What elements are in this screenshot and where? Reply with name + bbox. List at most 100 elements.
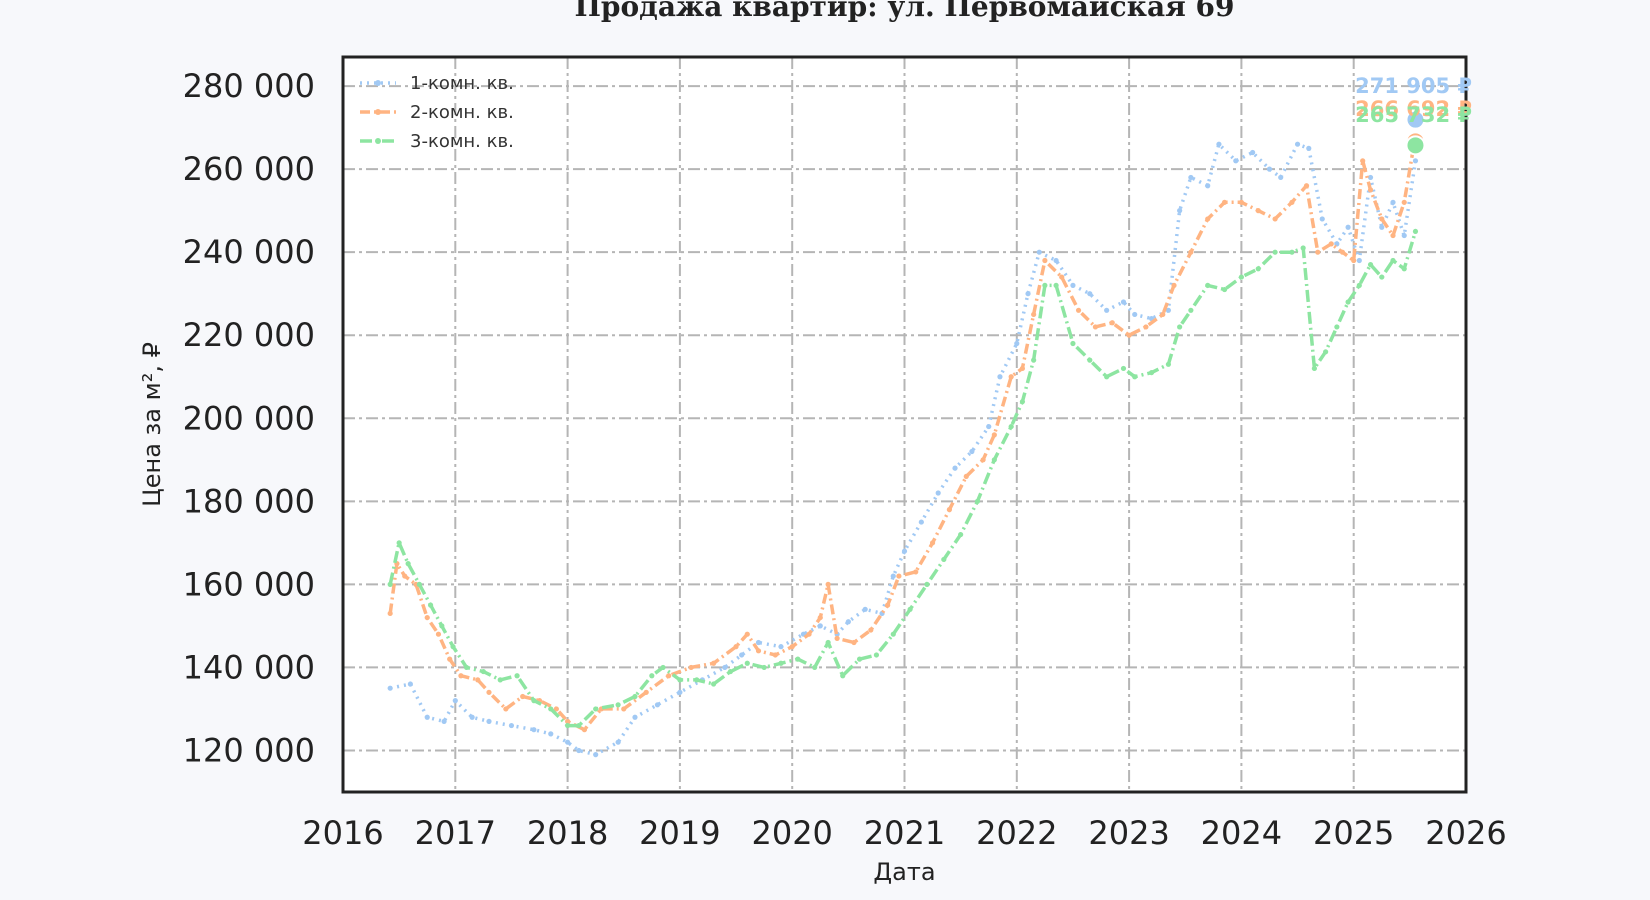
annotations: 271 905 ₽266 692 ₽265 732 ₽	[1355, 74, 1472, 156]
data-point	[755, 648, 762, 654]
data-point	[447, 656, 453, 662]
series-layer	[387, 133, 1419, 758]
x-tick-label: 2017	[415, 814, 496, 852]
data-point	[593, 752, 599, 758]
data-point	[941, 556, 947, 563]
data-point	[1379, 274, 1385, 280]
data-point	[1120, 365, 1127, 372]
data-point	[576, 722, 582, 729]
data-point	[1143, 324, 1149, 330]
x-tick-label: 2016	[302, 814, 383, 852]
data-point	[1014, 340, 1020, 347]
data-point	[1205, 216, 1211, 222]
data-point	[952, 465, 958, 471]
data-point	[868, 627, 874, 633]
data-point	[649, 673, 655, 679]
data-point	[387, 685, 393, 691]
data-point	[1266, 166, 1273, 172]
annotation-marker	[1405, 135, 1426, 156]
y-axis-ticks: 120 000 140 000 160 000 180 000 200 000 220 0…	[183, 67, 315, 769]
data-point	[1306, 145, 1312, 151]
data-point	[1019, 399, 1026, 405]
data-point	[795, 656, 801, 662]
data-point	[873, 652, 880, 658]
data-point	[1367, 262, 1374, 268]
y-tick-label: 240 000	[183, 233, 315, 271]
data-point	[1177, 324, 1183, 330]
series-line-3	[388, 230, 1418, 728]
series-line-1	[389, 142, 1418, 757]
data-point	[991, 432, 997, 438]
y-tick-label: 160 000	[183, 565, 315, 603]
data-point	[1303, 183, 1310, 189]
data-point	[1401, 199, 1407, 205]
series-2	[387, 133, 1419, 733]
data-point	[396, 540, 402, 546]
data-point	[1300, 245, 1306, 251]
x-tick-label: 2023	[1088, 814, 1169, 852]
data-point	[531, 698, 537, 704]
data-point	[1171, 282, 1177, 288]
data-point	[1367, 174, 1374, 181]
data-point	[1360, 158, 1366, 164]
data-point	[890, 631, 896, 637]
data-point	[946, 507, 953, 513]
legend-label: 2-комн. кв.	[410, 102, 514, 123]
data-point	[1188, 174, 1194, 181]
data-point	[553, 706, 559, 712]
data-point	[1070, 282, 1076, 288]
data-point	[424, 714, 430, 720]
legend-marker	[375, 80, 381, 86]
data-point	[1148, 369, 1155, 376]
data-point	[632, 693, 638, 700]
data-point	[654, 702, 661, 708]
data-point	[1031, 311, 1037, 318]
data-point	[402, 573, 408, 579]
data-point	[469, 714, 475, 720]
data-point	[1278, 174, 1284, 181]
data-point	[733, 644, 739, 650]
data-point	[387, 610, 393, 617]
data-point	[1328, 241, 1334, 247]
x-tick-label: 2025	[1313, 814, 1394, 852]
data-point	[1294, 141, 1301, 147]
data-point	[660, 664, 666, 671]
data-point	[997, 374, 1003, 380]
data-point	[439, 623, 445, 629]
data-point	[806, 631, 812, 637]
data-point	[1104, 307, 1110, 313]
data-point	[1221, 199, 1228, 205]
data-point	[1075, 307, 1082, 313]
data-point	[744, 660, 750, 666]
data-point	[1319, 216, 1325, 222]
data-point	[885, 602, 891, 608]
chart-title: Продажа квартир: ул. Первомайская 69	[574, 0, 1234, 23]
data-point	[913, 569, 919, 575]
data-point	[503, 706, 509, 712]
data-point	[405, 561, 411, 567]
data-point	[1238, 274, 1244, 280]
data-point	[845, 619, 851, 625]
legend-label: 1-комн. кв.	[410, 73, 514, 94]
data-point	[1059, 274, 1065, 280]
data-point	[452, 698, 458, 704]
data-point	[862, 606, 868, 612]
data-point	[1233, 158, 1239, 164]
data-point	[739, 652, 745, 658]
data-point	[1289, 249, 1295, 255]
data-point	[441, 718, 447, 725]
data-point	[576, 747, 582, 754]
data-point	[621, 706, 627, 712]
data-point	[480, 668, 486, 675]
data-point	[387, 581, 393, 587]
data-point	[435, 631, 442, 637]
data-point	[778, 660, 784, 666]
data-point	[1008, 374, 1014, 380]
data-point	[901, 548, 908, 554]
data-point	[643, 689, 649, 695]
data-point	[632, 714, 638, 720]
data-point	[1008, 423, 1014, 430]
data-point	[772, 652, 778, 658]
data-point	[688, 664, 694, 671]
data-point	[1087, 291, 1093, 297]
